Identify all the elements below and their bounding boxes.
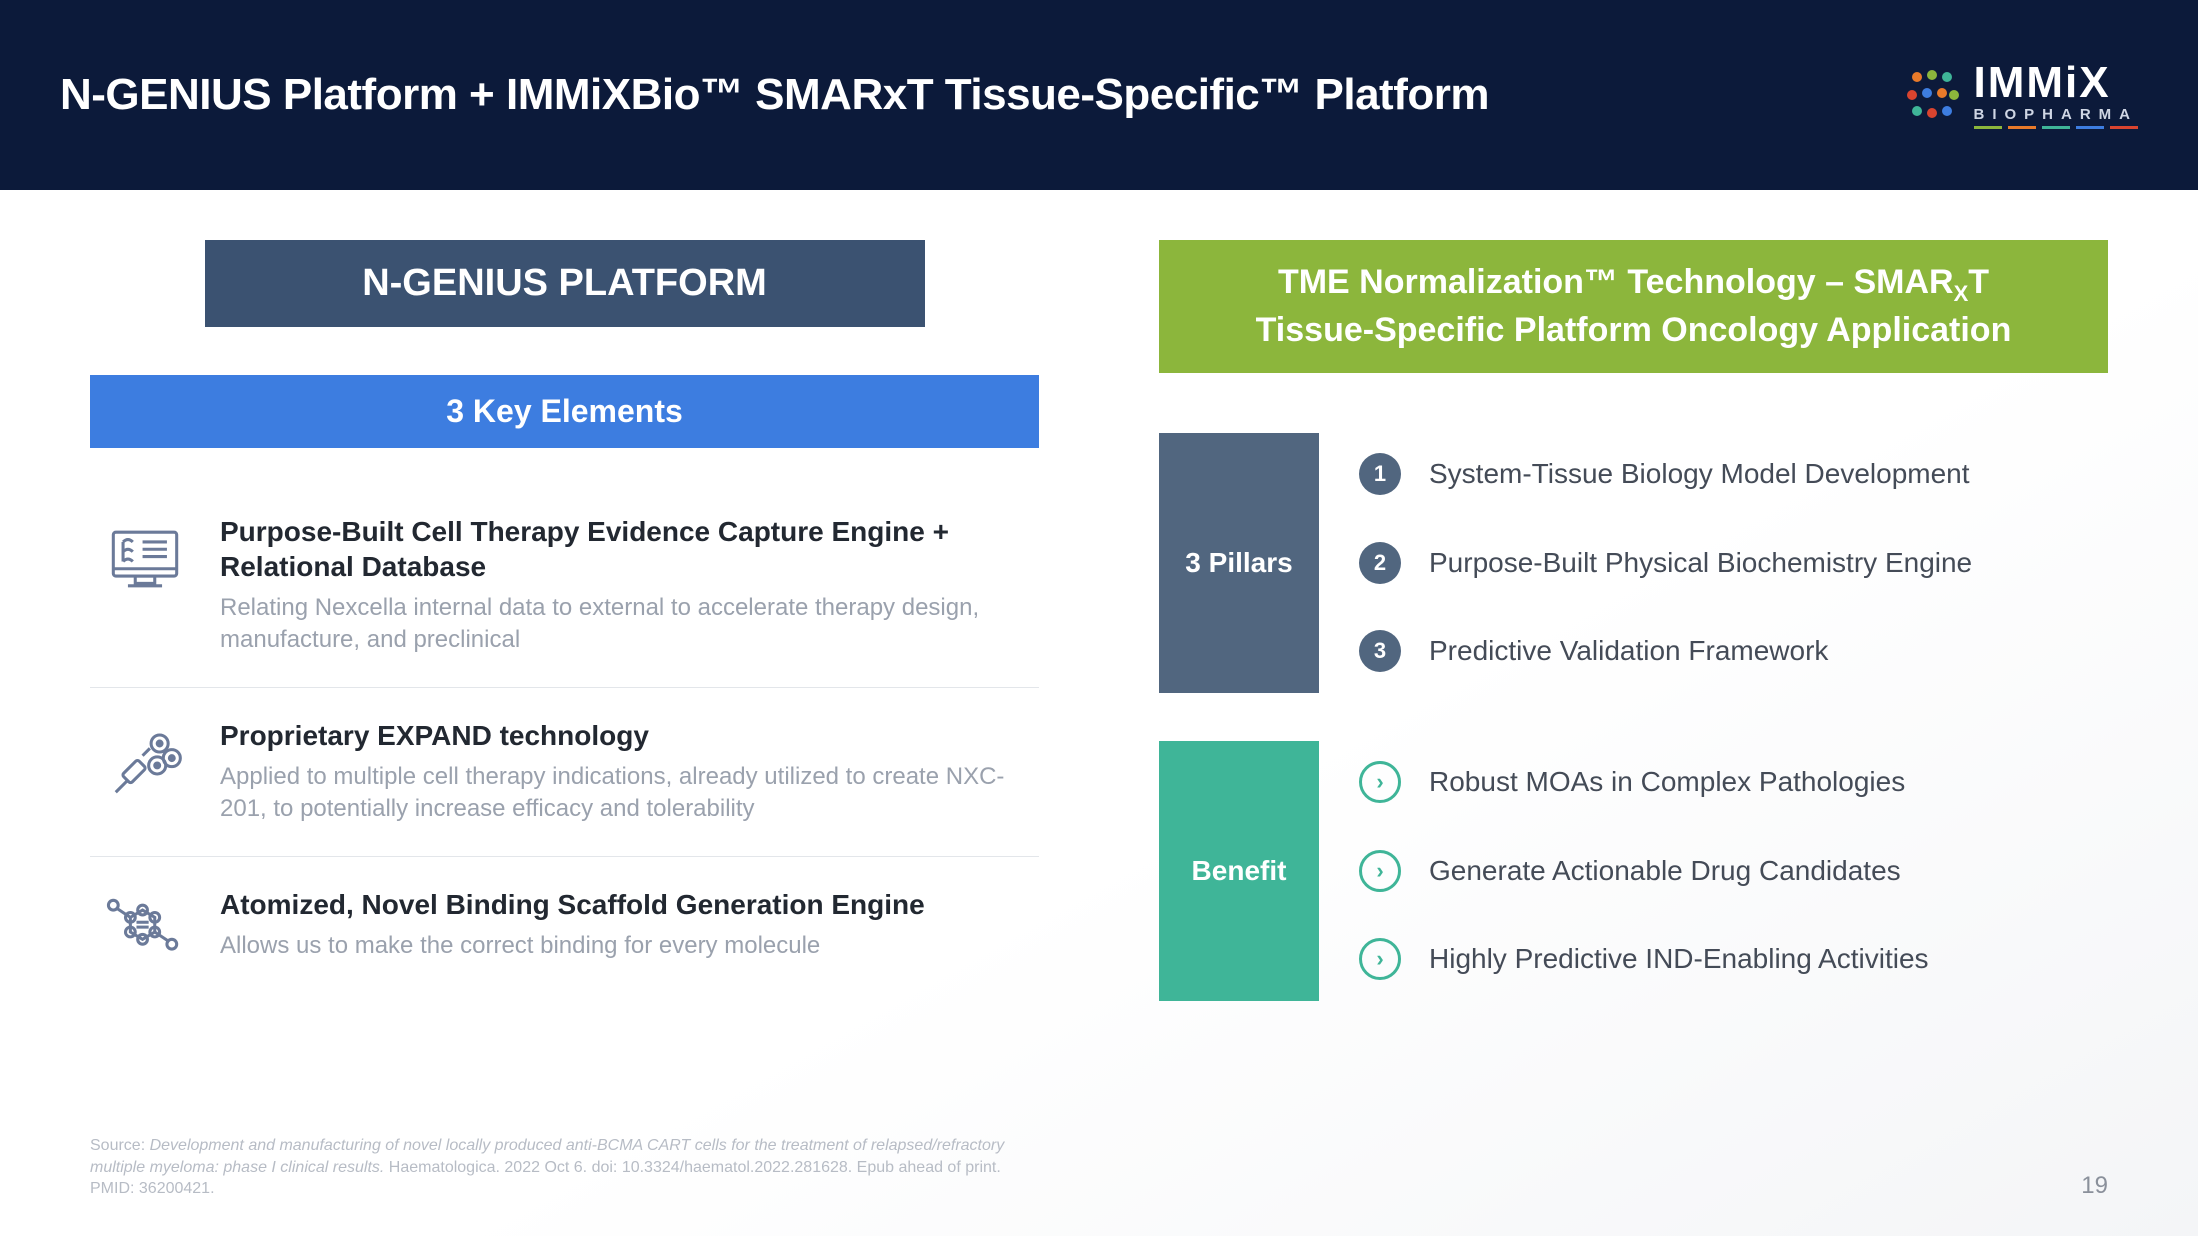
- source-citation: Source: Development and manufacturing of…: [90, 1135, 1040, 1200]
- pillars-label: 3 Pillars: [1159, 433, 1319, 693]
- slide-footer: Source: Development and manufacturing of…: [90, 1135, 2108, 1200]
- slide-body: N-GENIUS PLATFORM 3 Key Elements Purpose…: [0, 190, 2198, 1049]
- database-screen-icon: [100, 514, 190, 604]
- benefit-3: › Highly Predictive IND-Enabling Activit…: [1359, 938, 2108, 980]
- logo-dots-icon: [1902, 65, 1962, 125]
- benefit-2: › Generate Actionable Drug Candidates: [1359, 850, 2108, 892]
- logo-main-text: IMMiX: [1974, 61, 2139, 105]
- key-element-1: Purpose-Built Cell Therapy Evidence Capt…: [90, 484, 1039, 688]
- benefit-3-text: Highly Predictive IND-Enabling Activitie…: [1429, 943, 1929, 975]
- pillar-1-badge: 1: [1359, 453, 1401, 495]
- key-element-3-heading: Atomized, Novel Binding Scaffold Generat…: [220, 887, 925, 922]
- slide-header: N-GENIUS Platform + IMMiXBio™ SMARxT Tis…: [0, 0, 2198, 190]
- pillar-2: 2 Purpose-Built Physical Biochemistry En…: [1359, 542, 2108, 584]
- logo-text: IMMiX BIOPHARMA: [1974, 61, 2139, 129]
- left-subtitle: 3 Key Elements: [90, 375, 1039, 448]
- company-logo: IMMiX BIOPHARMA: [1902, 61, 2139, 129]
- left-platform-title: N-GENIUS PLATFORM: [205, 240, 925, 327]
- benefit-1: › Robust MOAs in Complex Pathologies: [1359, 761, 2108, 803]
- molecule-icon: [100, 887, 190, 977]
- syringe-cells-icon: [100, 718, 190, 808]
- right-title-line1: TME Normalization™ Technology – SMARXT: [1278, 263, 1989, 301]
- pillar-3-badge: 3: [1359, 630, 1401, 672]
- pillars-items: 1 System-Tissue Biology Model Developmen…: [1359, 433, 2108, 693]
- pillar-3-text: Predictive Validation Framework: [1429, 635, 1828, 667]
- benefit-2-text: Generate Actionable Drug Candidates: [1429, 855, 1901, 887]
- benefit-block: Benefit › Robust MOAs in Complex Patholo…: [1159, 741, 2108, 1001]
- key-element-2-desc: Applied to multiple cell therapy indicat…: [220, 761, 1029, 826]
- key-element-3-desc: Allows us to make the correct binding fo…: [220, 930, 925, 962]
- benefit-label: Benefit: [1159, 741, 1319, 1001]
- source-prefix: Source:: [90, 1137, 150, 1154]
- key-element-1-desc: Relating Nexcella internal data to exter…: [220, 592, 1029, 657]
- key-element-1-heading: Purpose-Built Cell Therapy Evidence Capt…: [220, 514, 1029, 584]
- benefit-1-icon: ›: [1359, 761, 1401, 803]
- key-element-2-heading: Proprietary EXPAND technology: [220, 718, 1029, 753]
- right-platform-title: TME Normalization™ Technology – SMARXT T…: [1159, 240, 2108, 373]
- pillar-2-badge: 2: [1359, 542, 1401, 584]
- pillar-1: 1 System-Tissue Biology Model Developmen…: [1359, 453, 2108, 495]
- benefit-1-text: Robust MOAs in Complex Pathologies: [1429, 766, 1905, 798]
- right-title-line2: Tissue-Specific Platform Oncology Applic…: [1256, 311, 2012, 349]
- slide-title: N-GENIUS Platform + IMMiXBio™ SMARxT Tis…: [60, 70, 1489, 120]
- left-column: N-GENIUS PLATFORM 3 Key Elements Purpose…: [90, 240, 1039, 1049]
- pillar-3: 3 Predictive Validation Framework: [1359, 630, 2108, 672]
- key-element-2: Proprietary EXPAND technology Applied to…: [90, 688, 1039, 857]
- key-element-1-text: Purpose-Built Cell Therapy Evidence Capt…: [220, 514, 1029, 657]
- key-element-3-text: Atomized, Novel Binding Scaffold Generat…: [220, 887, 925, 977]
- key-element-2-text: Proprietary EXPAND technology Applied to…: [220, 718, 1029, 826]
- benefit-items: › Robust MOAs in Complex Pathologies › G…: [1359, 741, 2108, 1001]
- key-element-3: Atomized, Novel Binding Scaffold Generat…: [90, 857, 1039, 1007]
- slide: N-GENIUS Platform + IMMiXBio™ SMARxT Tis…: [0, 0, 2198, 1236]
- pillar-1-text: System-Tissue Biology Model Development: [1429, 458, 1970, 490]
- logo-sub-text: BIOPHARMA: [1974, 107, 2139, 122]
- benefit-2-icon: ›: [1359, 850, 1401, 892]
- benefit-3-icon: ›: [1359, 938, 1401, 980]
- pillars-block: 3 Pillars 1 System-Tissue Biology Model …: [1159, 433, 2108, 693]
- pillar-2-text: Purpose-Built Physical Biochemistry Engi…: [1429, 547, 1972, 579]
- right-column: TME Normalization™ Technology – SMARXT T…: [1159, 240, 2108, 1049]
- logo-underline: [1974, 126, 2139, 129]
- page-number: 19: [2081, 1172, 2108, 1200]
